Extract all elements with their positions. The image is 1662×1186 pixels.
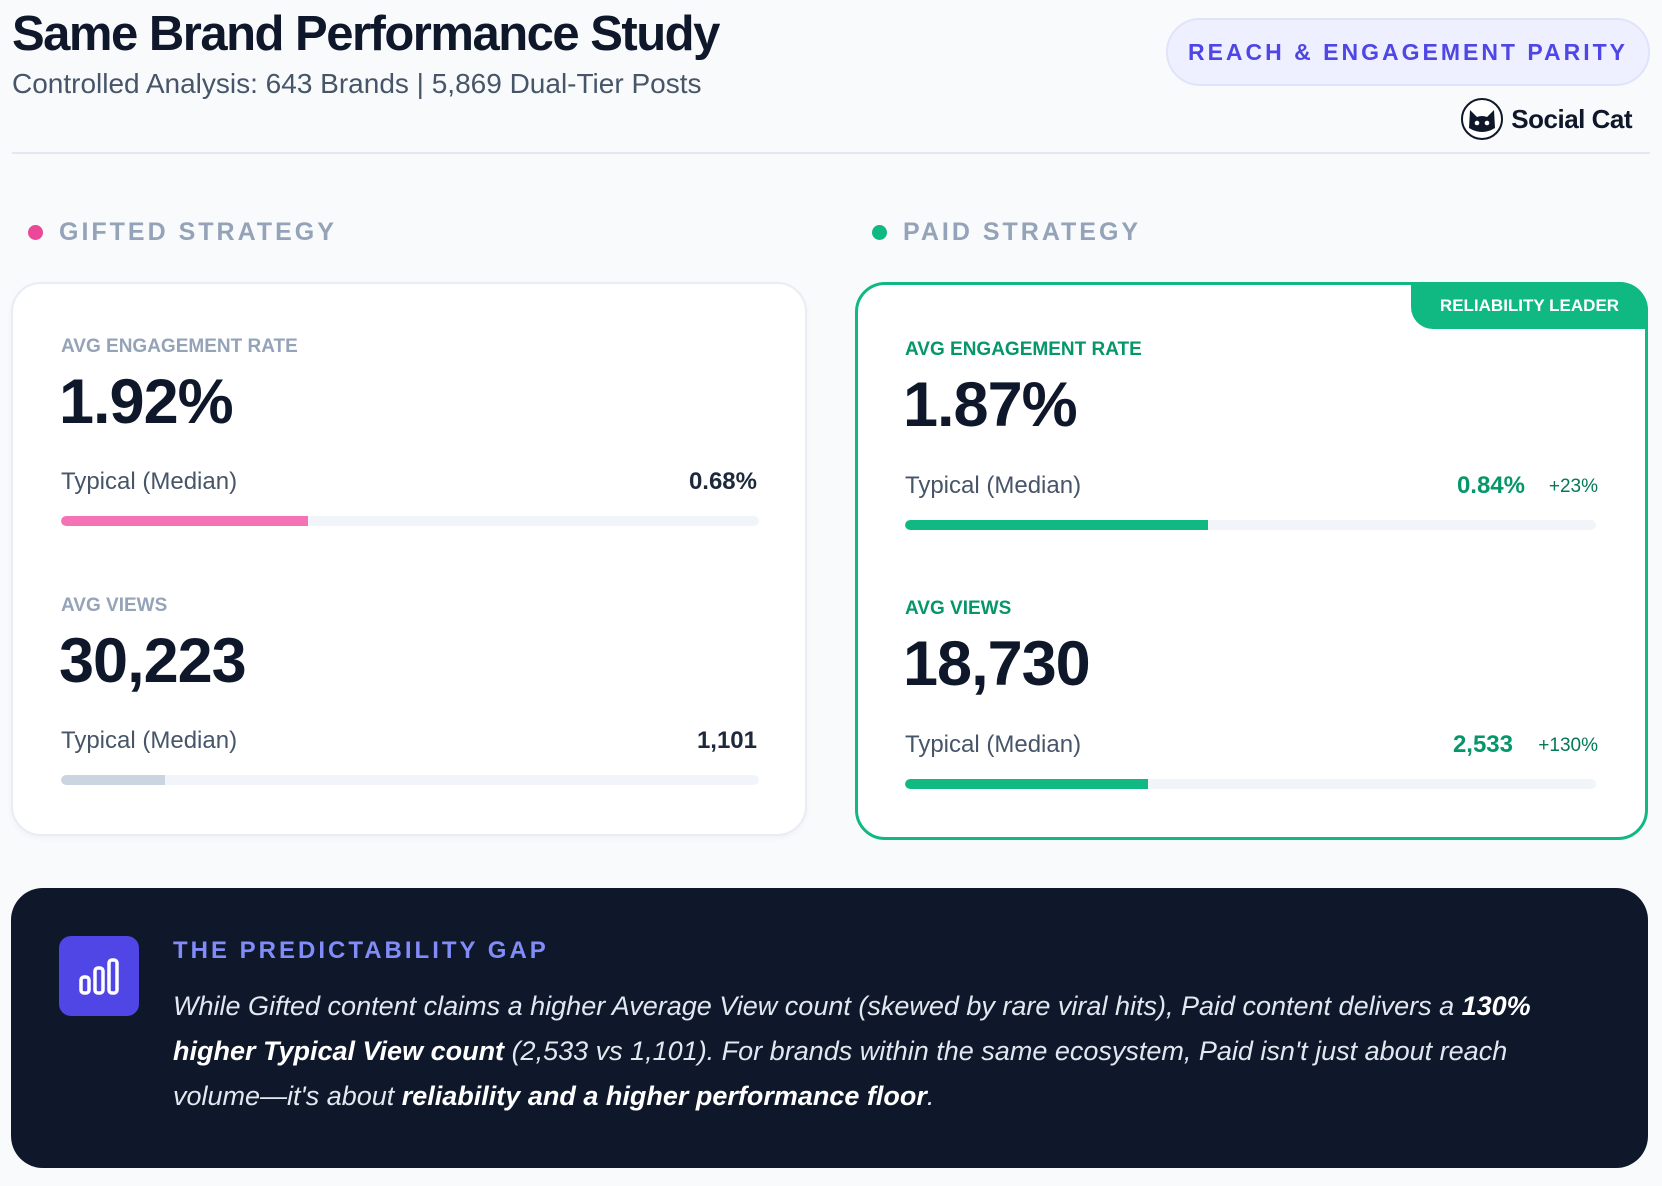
gifted-views-value: 30,223 [59,626,247,696]
paid-card: RELIABILITY LEADER AVG ENGAGEMENT RATE 1… [855,282,1648,840]
header: Same Brand Performance Study Controlled … [12,0,1650,154]
paid-engagement-typical-value: 0.84% [1456,472,1525,499]
gifted-engagement-bar-fill [61,516,309,526]
gifted-dot-icon [28,225,43,240]
paid-views-value: 18,730 [903,629,1091,699]
bar-chart-icon [59,936,139,1016]
gifted-views-bar [61,775,759,785]
gifted-views-bar-fill [61,775,165,785]
gifted-engagement-typical-value: 0.68% [688,468,757,495]
paid-views-delta: +130% [1538,735,1598,756]
gifted-card: AVG ENGAGEMENT RATE 1.92% Typical (Media… [11,282,807,836]
insight-body: While Gifted content claims a higher Ave… [173,984,1593,1119]
insight-highlight-2: reliability and a higher performance flo… [401,1081,927,1111]
paid-views-typical-value: 2,533 [1452,731,1513,758]
paid-views-bar-fill [905,779,1148,789]
paid-engagement-value: 1.87% [903,370,1078,440]
brand-name: Social Cat [1511,103,1632,134]
paid-views-bar [905,779,1596,789]
insight-panel: THE PREDICTABILITY GAP While Gifted cont… [11,888,1648,1168]
gifted-views-typical-label: Typical (Median) [61,727,238,754]
insight-text-1: While Gifted content claims a higher Ave… [173,991,1462,1021]
gifted-strategy-text: GIFTED STRATEGY [59,218,337,246]
gifted-views-label: AVG VIEWS [61,595,168,616]
gifted-engagement-bar [61,516,759,526]
insight-text-2: (2,533 vs 1,101). For brands within the … [173,1036,1508,1111]
cat-icon [1461,98,1504,140]
gifted-strategy-label: GIFTED STRATEGY [28,218,337,247]
paid-engagement-bar-fill [905,520,1208,530]
page-subtitle: Controlled Analysis: 643 Brands | 5,869 … [12,68,702,99]
gifted-engagement-label: AVG ENGAGEMENT RATE [61,336,298,357]
paid-engagement-bar [905,520,1596,530]
paid-views-typical-label: Typical (Median) [905,731,1082,758]
gifted-engagement-value: 1.92% [59,367,234,437]
parity-badge: REACH & ENGAGEMENT PARITY [1166,18,1650,86]
gifted-views-typical-value: 1,101 [696,727,757,754]
page-title: Same Brand Performance Study [12,7,720,61]
paid-engagement-label: AVG ENGAGEMENT RATE [905,339,1142,360]
insight-text-3: . [926,1081,935,1111]
paid-engagement-typical-label: Typical (Median) [905,472,1082,499]
brand-logo: Social Cat [1461,96,1632,142]
gifted-engagement-typical-label: Typical (Median) [61,468,238,495]
paid-engagement-delta: +23% [1548,476,1598,497]
paid-views-label: AVG VIEWS [905,598,1012,619]
paid-dot-icon [872,225,887,240]
paid-strategy-text: PAID STRATEGY [903,218,1142,246]
paid-strategy-label: PAID STRATEGY [872,218,1141,247]
insight-highlight-1: 130% higher Typical View count [173,991,1531,1066]
reliability-leader-badge: RELIABILITY LEADER [1411,282,1648,329]
insight-title: THE PREDICTABILITY GAP [173,937,549,964]
